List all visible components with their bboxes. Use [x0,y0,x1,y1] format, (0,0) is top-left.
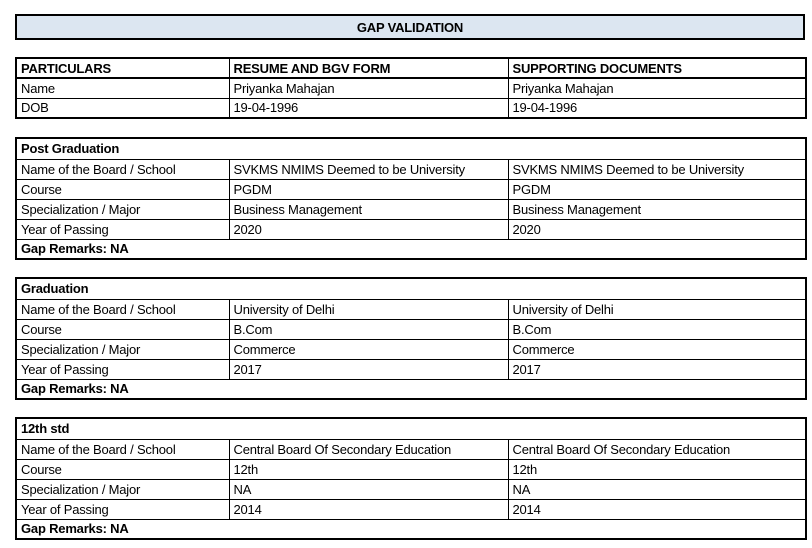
course-supporting-value: B.Com [507,318,807,340]
table-row-board-school: Name of the Board / School University of… [15,298,807,320]
page-title: GAP VALIDATION [15,14,805,40]
gap-remarks-graduation: Gap Remarks: NA [15,378,807,400]
table-row-course: Course B.Com B.Com [15,318,807,340]
gap-remarks-row: Gap Remarks: NA [15,378,807,400]
twelfth-std-table: 12th std Name of the Board / School Cent… [15,417,808,540]
row-label-specialization: Specialization / Major [15,198,230,220]
row-label-course: Course [15,178,230,200]
table-row-year-of-passing: Year of Passing 2017 2017 [15,358,807,380]
table-row-board-school: Name of the Board / School SVKMS NMIMS D… [15,158,807,180]
row-label-year-of-passing: Year of Passing [15,498,230,520]
board-resume-value: University of Delhi [228,298,509,320]
row-label-board-school: Name of the Board / School [15,438,230,460]
year-resume-value: 2017 [228,358,509,380]
section-title-row: Post Graduation [15,137,807,160]
gap-remarks-row: Gap Remarks: NA [15,518,807,540]
board-resume-value: SVKMS NMIMS Deemed to be University [228,158,509,180]
specialization-supporting-value: NA [507,478,807,500]
row-label-year-of-passing: Year of Passing [15,358,230,380]
particulars-table: PARTICULARS RESUME AND BGV FORM SUPPORTI… [15,57,807,119]
table-row-course: Course PGDM PGDM [15,178,807,200]
row-label-year-of-passing: Year of Passing [15,218,230,240]
course-supporting-value: 12th [507,458,807,480]
name-supporting-value: Priyanka Mahajan [507,77,807,99]
specialization-supporting-value: Business Management [507,198,807,220]
column-header-resume-bgv: RESUME AND BGV FORM [228,57,509,79]
table-row-specialization: Specialization / Major Business Manageme… [15,198,807,220]
section-title-row: Graduation [15,277,807,300]
column-header-particulars: PARTICULARS [15,57,230,79]
board-supporting-value: Central Board Of Secondary Education [507,438,807,460]
row-label-board-school: Name of the Board / School [15,298,230,320]
course-supporting-value: PGDM [507,178,807,200]
section-title-post-graduation: Post Graduation [15,137,807,160]
board-supporting-value: SVKMS NMIMS Deemed to be University [507,158,807,180]
row-label-name: Name [15,77,230,99]
year-supporting-value: 2020 [507,218,807,240]
table-row-specialization: Specialization / Major NA NA [15,478,807,500]
board-resume-value: Central Board Of Secondary Education [228,438,509,460]
specialization-resume-value: Business Management [228,198,509,220]
graduation-table: Graduation Name of the Board / School Un… [15,277,807,400]
specialization-resume-value: Commerce [228,338,509,360]
specialization-supporting-value: Commerce [507,338,807,360]
course-resume-value: B.Com [228,318,509,340]
year-resume-value: 2014 [228,498,509,520]
table-row-name: Name Priyanka Mahajan Priyanka Mahajan [15,77,807,99]
section-title-row: 12th std [15,417,807,440]
board-supporting-value: University of Delhi [507,298,807,320]
table-row-specialization: Specialization / Major Commerce Commerce [15,338,807,360]
gap-remarks-post-graduation: Gap Remarks: NA [15,238,807,260]
course-resume-value: PGDM [228,178,509,200]
gap-remarks-12th-std: Gap Remarks: NA [15,518,807,540]
row-label-dob: DOB [15,97,230,119]
year-resume-value: 2020 [228,218,509,240]
post-graduation-table: Post Graduation Name of the Board / Scho… [15,137,808,260]
table-row-year-of-passing: Year of Passing 2020 2020 [15,218,807,240]
gap-remarks-row: Gap Remarks: NA [15,238,807,260]
particulars-header-row: PARTICULARS RESUME AND BGV FORM SUPPORTI… [15,57,807,79]
table-row-dob: DOB 19-04-1996 19-04-1996 [15,97,807,119]
table-row-board-school: Name of the Board / School Central Board… [15,438,807,460]
name-resume-value: Priyanka Mahajan [228,77,509,99]
specialization-resume-value: NA [228,478,509,500]
column-header-supporting-docs: SUPPORTING DOCUMENTS [507,57,807,79]
section-title-12th-std: 12th std [15,417,807,440]
section-title-graduation: Graduation [15,277,807,300]
row-label-course: Course [15,318,230,340]
table-row-course: Course 12th 12th [15,458,807,480]
row-label-course: Course [15,458,230,480]
year-supporting-value: 2014 [507,498,807,520]
row-label-board-school: Name of the Board / School [15,158,230,180]
row-label-specialization: Specialization / Major [15,478,230,500]
table-row-year-of-passing: Year of Passing 2014 2014 [15,498,807,520]
year-supporting-value: 2017 [507,358,807,380]
dob-supporting-value: 19-04-1996 [507,97,807,119]
course-resume-value: 12th [228,458,509,480]
dob-resume-value: 19-04-1996 [228,97,509,119]
row-label-specialization: Specialization / Major [15,338,230,360]
